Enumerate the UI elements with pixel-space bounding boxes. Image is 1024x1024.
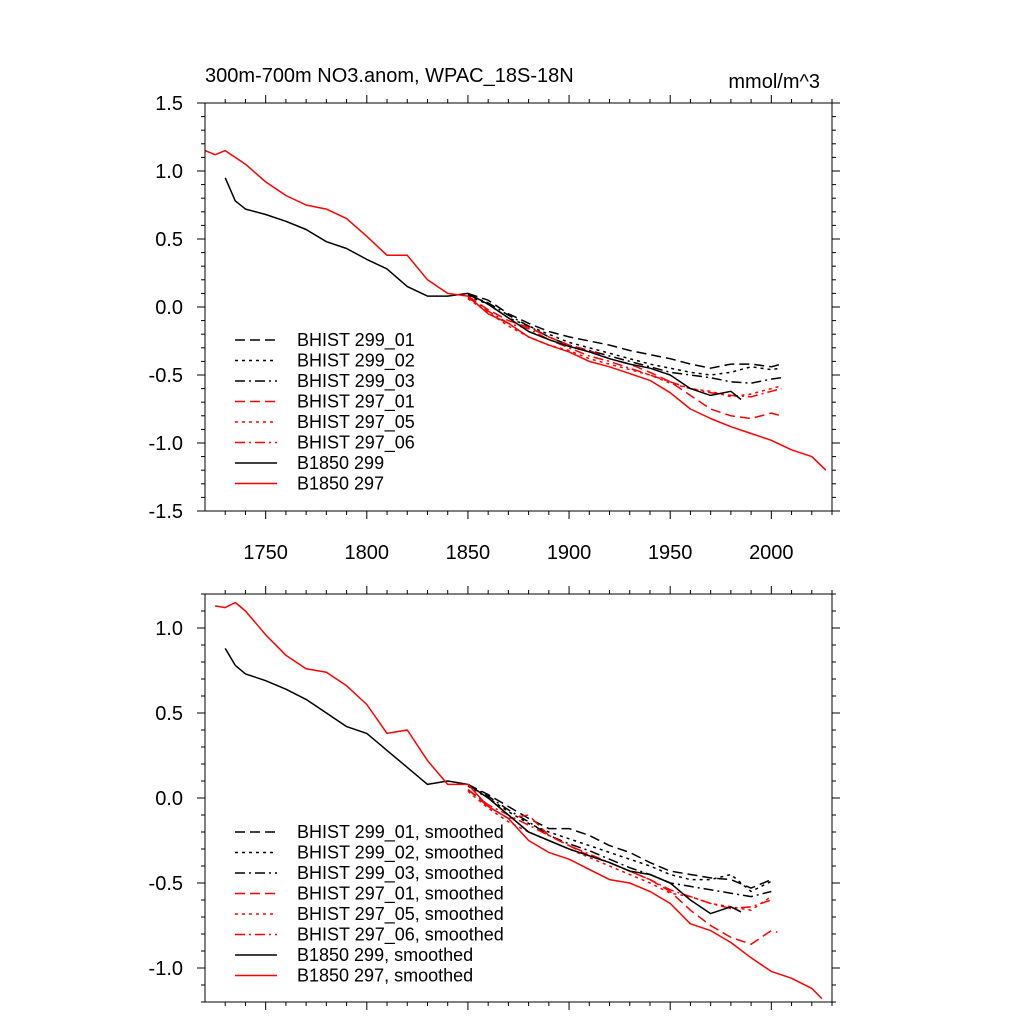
- series-line-bhist-297-01: [467, 295, 782, 420]
- chart-title: 300m-700m NO3.anom, WPAC_18S-18N: [205, 65, 574, 87]
- bottom-axis-ticks: [197, 586, 840, 1010]
- bottom-plot-frame: [204, 593, 833, 1003]
- y-tick-label: 0.0: [155, 788, 183, 810]
- x-tick-label: 1950: [648, 542, 693, 564]
- x-tick-label: 1750: [243, 542, 288, 564]
- top-panel: 300m-700m NO3.anom, WPAC_18S-18N mmol/m^…: [149, 65, 840, 564]
- legend-label: B1850 297, smoothed: [297, 966, 473, 986]
- y-tick-label: 0.5: [155, 703, 183, 725]
- legend-label: BHIST 297_06, smoothed: [297, 925, 504, 946]
- legend-label: BHIST 297_05: [297, 412, 415, 433]
- x-tick-label: 2000: [749, 542, 794, 564]
- y-tick-label: -1.0: [149, 433, 183, 455]
- y-tick-label: -1.5: [149, 501, 183, 523]
- y-tick-label: 1.0: [155, 161, 183, 183]
- legend-label: BHIST 299_01: [297, 330, 415, 351]
- y-tick-label: 1.5: [155, 93, 183, 115]
- legend-label: BHIST 297_05, smoothed: [297, 904, 504, 925]
- x-tick-label: 1900: [547, 542, 592, 564]
- bottom-series-group: [214, 601, 823, 1000]
- bottom-panel: 1.0 0.5 0.0 -0.5 -1.0 BHIST 299_01, smoothed…: [149, 586, 840, 1010]
- legend-label: B1850 299, smoothed: [297, 945, 473, 965]
- legend-label: BHIST 297_01: [297, 392, 415, 413]
- legend-label: B1850 299: [297, 453, 384, 473]
- series-line-bhist-299-01-smoothed: [467, 783, 772, 889]
- series-line-b1850-299: [224, 177, 742, 401]
- legend-label: BHIST 299_03: [297, 371, 415, 392]
- y-tick-label: -0.5: [149, 365, 183, 387]
- y-tick-label: -0.5: [149, 873, 183, 895]
- series-line-bhist-299-03: [467, 294, 782, 384]
- series-line-b1850-299-smoothed: [224, 648, 742, 915]
- y-tick-label: -1.0: [149, 958, 183, 980]
- legend-label: BHIST 297_06: [297, 433, 415, 454]
- y-tick-label: 0.0: [155, 297, 183, 319]
- legend-label: BHIST 299_03, smoothed: [297, 863, 504, 884]
- top-y-tick-labels: 1.5 1.0 0.5 0.0 -0.5 -1.0 -1.5: [149, 93, 183, 523]
- units-label: mmol/m^3: [728, 71, 820, 93]
- y-tick-label: 0.5: [155, 229, 183, 251]
- top-plot-frame: [204, 102, 833, 512]
- legend-label: BHIST 299_02, smoothed: [297, 843, 504, 864]
- legend-label: B1850 297: [297, 474, 384, 494]
- series-line-b1850-297-smoothed: [214, 601, 823, 1000]
- bottom-y-tick-labels: 1.0 0.5 0.0 -0.5 -1.0: [149, 618, 183, 980]
- x-tick-label: 1800: [345, 542, 390, 564]
- x-tick-label: 1850: [446, 542, 491, 564]
- legend-label: BHIST 297_01, smoothed: [297, 884, 504, 905]
- top-x-tick-labels: 1750 1800 1850 1900 1950 2000: [243, 542, 793, 564]
- top-series-group: [204, 149, 827, 471]
- legend-label: BHIST 299_02: [297, 351, 415, 372]
- series-line-b1850-297: [204, 149, 827, 471]
- series-line-bhist-299-01: [467, 292, 782, 369]
- y-tick-label: 1.0: [155, 618, 183, 640]
- legend-label: BHIST 299_01, smoothed: [297, 822, 504, 843]
- top-axis-ticks: [197, 95, 840, 519]
- series-line-bhist-299-02-smoothed: [467, 785, 772, 893]
